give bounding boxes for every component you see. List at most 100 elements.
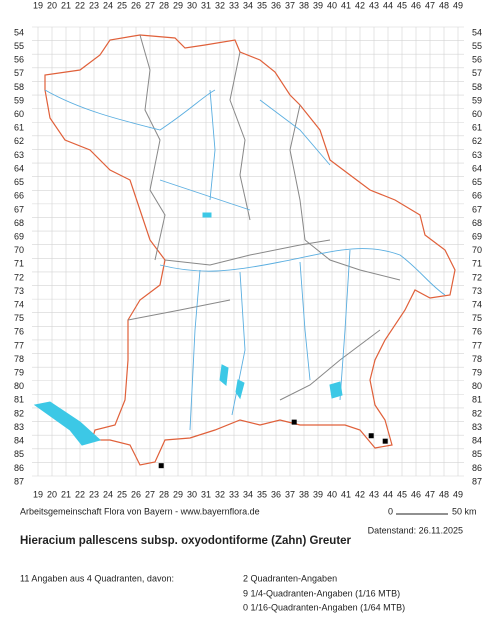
row-label: 68 xyxy=(14,218,24,228)
row-label: 86 xyxy=(14,463,24,473)
column-label: 44 xyxy=(383,0,393,10)
row-label: 58 xyxy=(472,82,482,92)
column-label: 43 xyxy=(369,489,379,499)
row-label: 77 xyxy=(472,340,482,350)
row-label: 81 xyxy=(14,395,24,405)
column-label: 22 xyxy=(75,0,85,10)
row-label: 77 xyxy=(14,340,24,350)
column-label: 34 xyxy=(243,489,253,499)
row-label: 74 xyxy=(472,299,482,309)
column-label: 37 xyxy=(285,489,295,499)
column-label: 25 xyxy=(117,0,127,10)
column-label: 25 xyxy=(117,489,127,499)
column-label: 40 xyxy=(327,489,337,499)
column-label: 37 xyxy=(285,0,295,10)
occurrence xyxy=(382,438,388,444)
row-label: 54 xyxy=(14,27,24,37)
row-label: 84 xyxy=(14,436,24,446)
lakes xyxy=(33,212,343,446)
row-label: 83 xyxy=(472,422,482,432)
row-label: 86 xyxy=(472,463,482,473)
row-label: 70 xyxy=(14,245,24,255)
row-label: 56 xyxy=(472,55,482,65)
column-label: 47 xyxy=(425,0,435,10)
row-label: 80 xyxy=(14,381,24,391)
column-label: 30 xyxy=(187,0,197,10)
column-label: 35 xyxy=(257,0,267,10)
scale-start: 0 xyxy=(388,506,393,516)
column-label: 24 xyxy=(103,489,113,499)
occurrence xyxy=(158,463,164,469)
date: Datenstand: 26.11.2025 xyxy=(368,525,463,535)
column-label: 48 xyxy=(439,489,449,499)
row-label: 60 xyxy=(14,109,24,119)
row-label: 64 xyxy=(14,163,24,173)
column-label: 32 xyxy=(215,489,225,499)
column-label: 44 xyxy=(383,489,393,499)
row-label: 54 xyxy=(472,27,482,37)
column-label: 30 xyxy=(187,489,197,499)
column-label: 19 xyxy=(33,0,43,10)
occurrence xyxy=(291,419,297,425)
row-label: 71 xyxy=(472,259,482,269)
column-label: 46 xyxy=(411,489,421,499)
title: Hieracium pallescens subsp. oxyodontifor… xyxy=(20,535,352,547)
row-label: 72 xyxy=(14,272,24,282)
column-label: 45 xyxy=(397,489,407,499)
column-label: 36 xyxy=(271,489,281,499)
column-label: 28 xyxy=(159,0,169,10)
column-label: 20 xyxy=(47,0,57,10)
row-label: 67 xyxy=(472,204,482,214)
row-label: 76 xyxy=(14,327,24,337)
row-label: 58 xyxy=(14,82,24,92)
row-label: 81 xyxy=(472,395,482,405)
row-label: 79 xyxy=(472,368,482,378)
row-label: 68 xyxy=(472,218,482,228)
row-label: 73 xyxy=(472,286,482,296)
column-label: 22 xyxy=(75,489,85,499)
column-label: 35 xyxy=(257,489,267,499)
row-label: 82 xyxy=(14,408,24,418)
column-label: 21 xyxy=(61,489,71,499)
row-label: 78 xyxy=(14,354,24,364)
points xyxy=(158,419,388,469)
row-label: 70 xyxy=(472,245,482,255)
rivers xyxy=(44,89,446,431)
column-label: 38 xyxy=(299,489,309,499)
column-label: 41 xyxy=(341,0,351,10)
row-label: 59 xyxy=(14,95,24,105)
row-label: 60 xyxy=(472,109,482,119)
column-label: 29 xyxy=(173,0,183,10)
summary-line: 9 1/4-Quadranten-Angaben (1/16 MTB) xyxy=(243,588,400,598)
row-label: 72 xyxy=(472,272,482,282)
column-label: 49 xyxy=(453,489,463,499)
row-label: 57 xyxy=(14,68,24,78)
column-label: 36 xyxy=(271,0,281,10)
column-label: 34 xyxy=(243,0,253,10)
row-label: 82 xyxy=(472,408,482,418)
row-label: 64 xyxy=(472,163,482,173)
column-label: 28 xyxy=(159,489,169,499)
row-label: 66 xyxy=(472,191,482,201)
row-label: 75 xyxy=(14,313,24,323)
row-label: 85 xyxy=(14,449,24,459)
column-label: 31 xyxy=(201,0,211,10)
column-label: 42 xyxy=(355,489,365,499)
column-label: 48 xyxy=(439,0,449,10)
column-label: 41 xyxy=(341,489,351,499)
column-label: 23 xyxy=(89,0,99,10)
row-label: 67 xyxy=(14,204,24,214)
column-label: 32 xyxy=(215,0,225,10)
scale-end: 50 km xyxy=(452,506,477,516)
row-label: 61 xyxy=(472,123,482,133)
column-label: 33 xyxy=(229,489,239,499)
row-label: 62 xyxy=(472,136,482,146)
column-label: 26 xyxy=(131,0,141,10)
row-label: 79 xyxy=(14,368,24,378)
column-label: 40 xyxy=(327,0,337,10)
occurrence xyxy=(368,433,374,439)
row-label: 62 xyxy=(14,136,24,146)
column-label: 43 xyxy=(369,0,379,10)
column-label: 21 xyxy=(61,0,71,10)
row-label: 85 xyxy=(472,449,482,459)
